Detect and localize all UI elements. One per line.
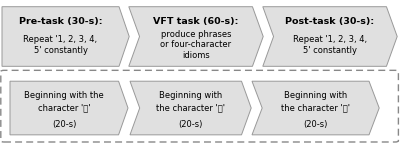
Polygon shape xyxy=(263,7,397,66)
Polygon shape xyxy=(252,81,379,135)
Text: (20-s): (20-s) xyxy=(304,120,328,129)
Polygon shape xyxy=(10,81,128,135)
Text: the character '天': the character '天' xyxy=(156,104,225,112)
Text: Repeat '1, 2, 3, 4,
5' constantly: Repeat '1, 2, 3, 4, 5' constantly xyxy=(293,35,367,55)
Text: Beginning with: Beginning with xyxy=(284,91,347,100)
FancyBboxPatch shape xyxy=(1,70,398,142)
Text: Beginning with: Beginning with xyxy=(159,91,222,100)
Text: Post-task (30-s):: Post-task (30-s): xyxy=(286,17,374,25)
Polygon shape xyxy=(2,7,129,66)
Text: produce phrases
or four-character
idioms: produce phrases or four-character idioms xyxy=(160,30,232,60)
Polygon shape xyxy=(130,81,251,135)
Text: (20-s): (20-s) xyxy=(178,120,203,129)
Text: Pre-task (30-s):: Pre-task (30-s): xyxy=(19,17,102,25)
Text: the character '大': the character '大' xyxy=(281,104,350,112)
Text: (20-s): (20-s) xyxy=(52,120,76,129)
Polygon shape xyxy=(129,7,263,66)
Text: Repeat '1, 2, 3, 4,
5' constantly: Repeat '1, 2, 3, 4, 5' constantly xyxy=(24,35,98,55)
Text: character '白': character '白' xyxy=(38,104,90,112)
Text: Beginning with the: Beginning with the xyxy=(24,91,104,100)
Text: VFT task (60-s):: VFT task (60-s): xyxy=(153,17,239,25)
